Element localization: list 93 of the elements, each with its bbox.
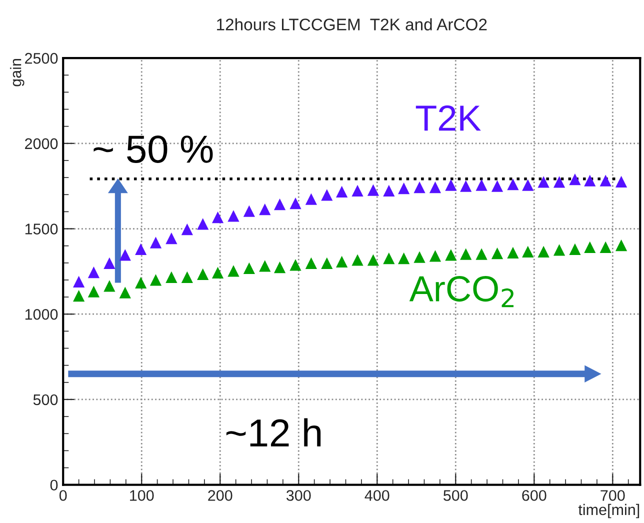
point [259,203,271,216]
x-tick-label: 700 [600,490,625,501]
point [305,193,318,205]
point [119,286,131,298]
point [615,176,628,188]
point [73,276,85,288]
point [150,274,162,286]
x-tick-label: 0 [59,490,67,501]
point [414,181,426,194]
point [491,248,504,260]
point [507,246,519,258]
y-axis-title: gain [10,59,24,86]
y-tick-label: 2000 [25,138,58,150]
point [569,173,581,186]
annotation: ~12 h [226,418,321,446]
chart-title: 12hours LTCCGEM T2K and ArCO2 [217,18,487,30]
x-tick-label: 600 [522,490,546,501]
point [445,249,457,261]
y-tick-label: 500 [33,394,58,406]
point [166,271,178,284]
series-label: T2K [416,105,481,131]
y-tick-label: 2500 [25,52,58,64]
x-tick-label: 500 [444,490,468,501]
y-tick-label: 1000 [25,308,58,320]
x-axis-title: time[min] [578,504,640,518]
point [135,276,147,289]
point [445,179,457,191]
point [507,178,519,190]
point [104,257,116,270]
point [104,280,116,292]
point [181,223,193,236]
point [243,262,255,274]
point [460,248,472,260]
annotation: ~ 50 % [94,135,213,163]
x-tick-label: 100 [130,490,154,501]
point [352,184,364,197]
point [166,232,178,244]
x-tick-label: 400 [364,490,390,501]
point [367,184,380,196]
point [476,248,488,260]
point [383,252,395,264]
point [259,260,271,272]
point [538,176,550,188]
point [197,268,209,280]
point [569,243,581,256]
point [491,180,504,192]
point [398,252,410,264]
point [429,250,442,262]
point [398,182,410,194]
point [88,266,100,278]
point [135,243,147,256]
point [383,184,395,197]
point [476,179,488,191]
point [88,286,100,298]
point [367,254,380,266]
point [584,174,596,186]
point [305,257,318,270]
point [290,259,302,271]
point [321,189,333,201]
point [212,266,224,278]
point [522,179,534,191]
point [197,218,209,230]
series-label: ArCO$_{2}$ [409,276,514,308]
point [600,241,612,254]
y-tick-label: 0 [50,480,58,491]
point [73,290,85,302]
point [352,254,364,266]
point [429,181,442,194]
point [274,198,286,210]
point [522,246,534,258]
x-tick-label: 300 [286,490,311,501]
point [584,241,596,254]
point [600,174,612,186]
point [290,198,302,210]
point [336,256,348,268]
y-tick-label: 1500 [25,224,58,234]
x-tick-label: 200 [208,490,232,501]
point [336,186,348,198]
point [119,249,131,261]
point [460,180,472,192]
point [243,205,255,217]
point [414,251,426,263]
point [553,176,566,188]
point [228,265,240,277]
point [615,240,628,252]
point [181,271,193,284]
point [228,210,240,222]
point [150,236,162,248]
point [274,262,286,274]
point [321,257,333,270]
point [553,244,566,256]
point [538,246,550,258]
point [212,212,224,224]
